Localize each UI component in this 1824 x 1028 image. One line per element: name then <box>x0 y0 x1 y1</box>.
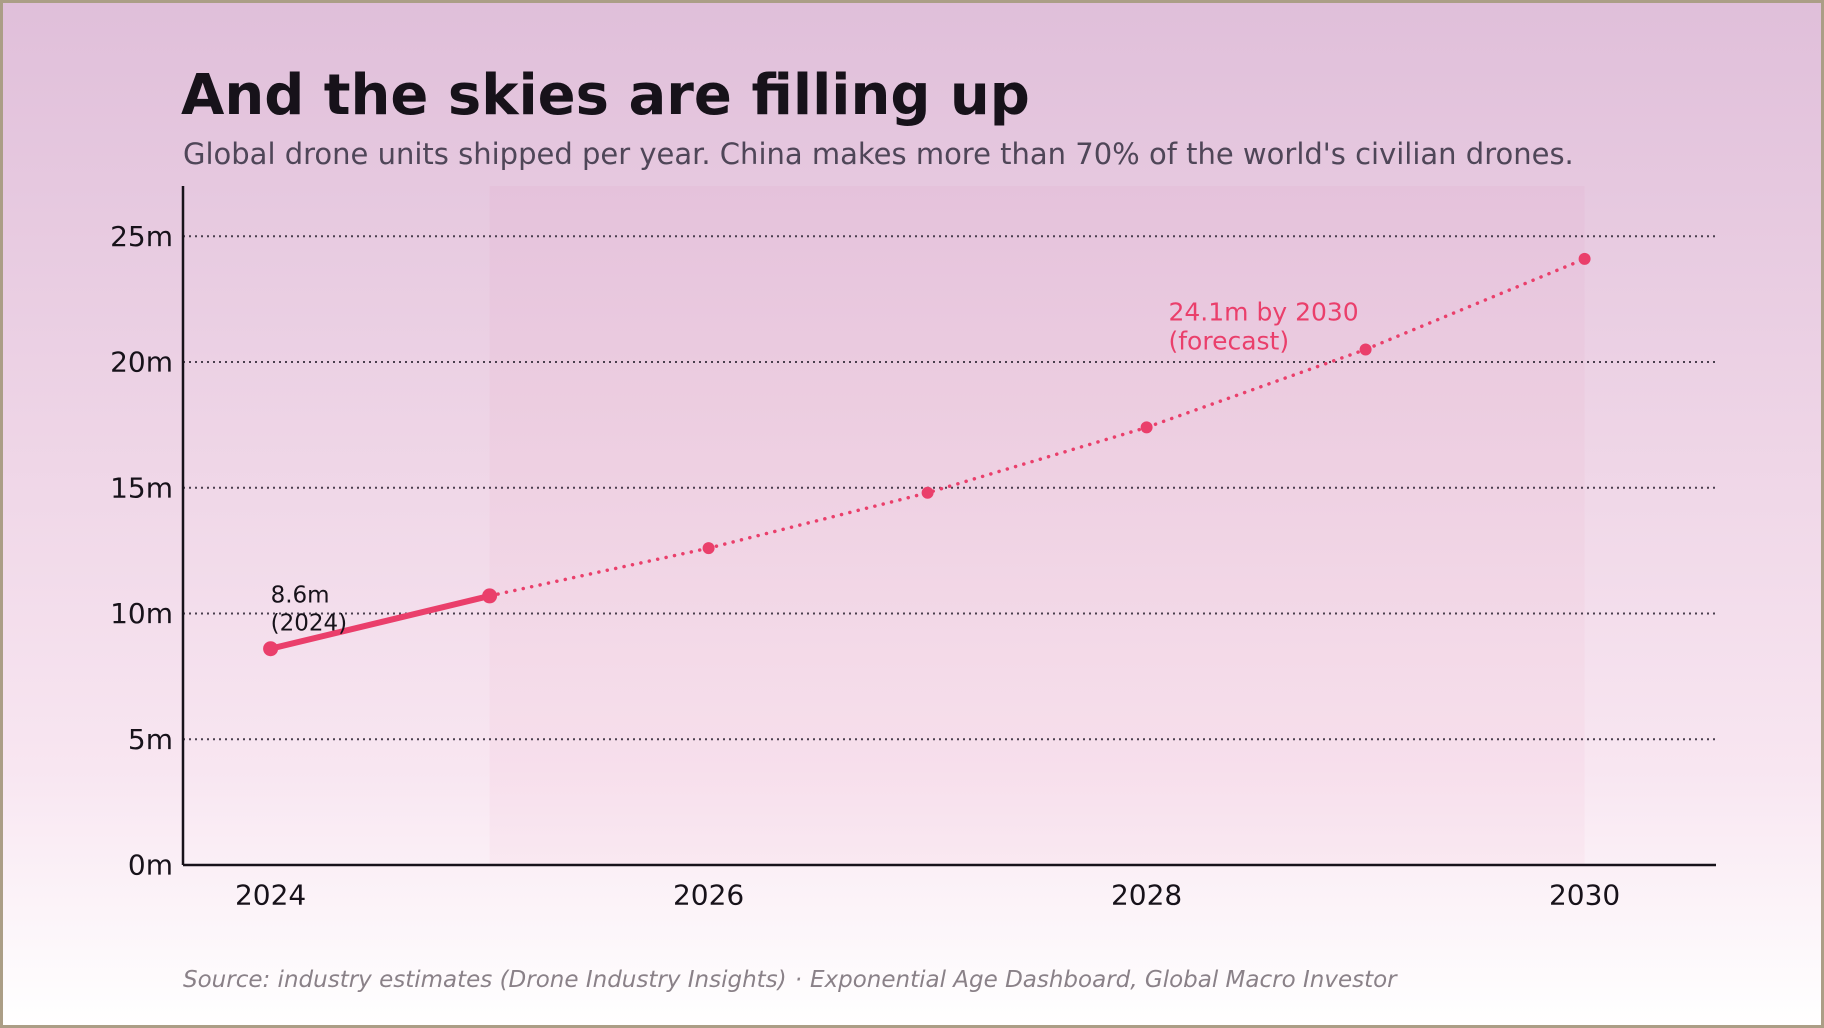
y-tick-label: 20m <box>110 346 173 379</box>
forecast-point <box>921 486 934 499</box>
tick-labels: 0m 5m 10m 15m 20m 25m 2024 2026 2028 2030 <box>110 220 1620 912</box>
axes <box>181 186 1716 867</box>
source-separator: · <box>794 967 802 993</box>
forecast-point <box>702 542 715 555</box>
historical-line <box>267 592 493 652</box>
chart-subtitle: Global drone units shipped per year. Chi… <box>183 137 1574 171</box>
y-tick-label: 5m <box>128 723 173 756</box>
annotation-2024-value: 8.6m (2024) <box>271 583 347 637</box>
forecast-band-layer <box>490 186 1585 865</box>
annotation-line: (2024) <box>271 611 347 637</box>
forecast-point <box>1578 252 1591 265</box>
x-tick-label: 2030 <box>1549 879 1620 912</box>
y-tick-label: 10m <box>110 597 173 630</box>
annotation-line: 8.6m <box>271 583 330 609</box>
annotation-2030-forecast: 24.1m by 2030 (forecast) <box>1169 298 1359 356</box>
line-chart: 0m 5m 10m 15m 20m 25m 2024 2026 2028 2030 8.6m (20… <box>110 186 1716 912</box>
source-publication: Exponential Age Dashboard, Global Macro … <box>809 967 1397 993</box>
y-tick-label: 0m <box>128 849 173 882</box>
annotations: 8.6m (2024) 24.1m by 2030 (forecast) <box>271 298 1359 637</box>
annotation-line: 24.1m by 2030 <box>1169 298 1359 327</box>
historical-point <box>482 588 498 604</box>
source-note: Source: industry estimates (Drone Indust… <box>183 967 1397 993</box>
x-tick-label: 2024 <box>235 879 306 912</box>
source-citation: Source: industry estimates (Drone Indust… <box>183 967 787 993</box>
x-tick-label: 2028 <box>1111 879 1182 912</box>
forecast-point <box>1140 421 1153 434</box>
y-tick-label: 25m <box>110 220 173 253</box>
chart-title: And the skies are filling up <box>181 63 1030 128</box>
x-tick-label: 2026 <box>673 879 744 912</box>
forecast-region-band <box>490 186 1585 865</box>
annotation-line: (forecast) <box>1169 327 1290 356</box>
historical-point <box>263 641 279 657</box>
forecast-point <box>1359 343 1372 356</box>
series-layer <box>263 252 1591 657</box>
y-tick-label: 15m <box>110 471 173 504</box>
